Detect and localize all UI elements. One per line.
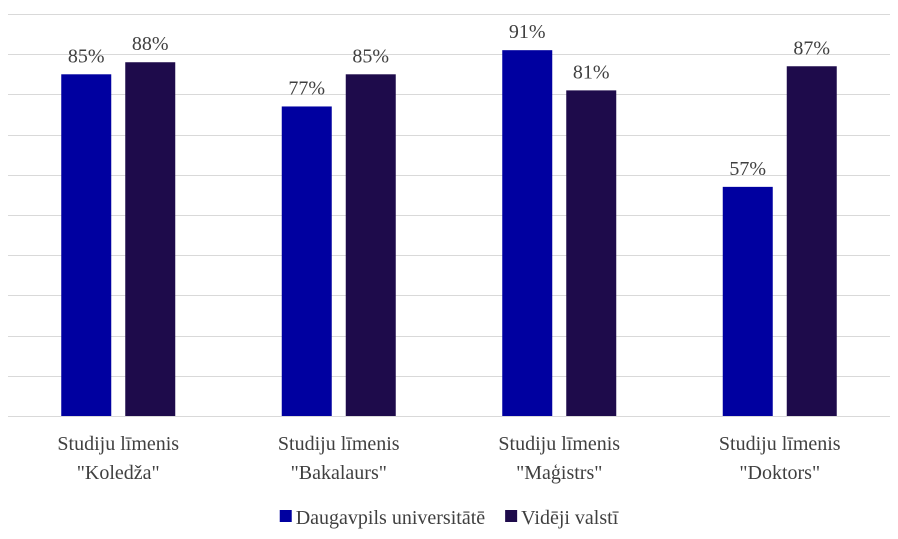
data-label: 87% [793, 37, 830, 59]
legend-label: Vidēji valstī [521, 507, 619, 529]
legend: Daugavpils universitātē Vidēji valstī [279, 507, 619, 529]
data-label: 85% [68, 45, 105, 67]
data-labels: 85% 88% 77% 85% 91% 81% 57% 87% [68, 21, 830, 180]
bar [786, 66, 837, 416]
x-tick-label: Studiju līmenis [498, 433, 620, 455]
bar [722, 186, 773, 416]
bar [345, 74, 396, 417]
x-axis-tick-labels: Studiju līmenis "Koledža" Studiju līmenis "… [57, 433, 840, 484]
bar [502, 50, 553, 417]
x-tick-label: "Koledža" [77, 462, 160, 484]
data-label: 91% [509, 21, 546, 43]
bar [281, 106, 332, 417]
legend-swatch [279, 510, 292, 522]
bar [566, 90, 617, 416]
legend-swatch [505, 510, 518, 522]
data-label: 81% [573, 61, 610, 83]
x-tick-label: Studiju līmenis [278, 433, 400, 455]
x-tick-label: Studiju līmenis [719, 433, 841, 455]
bars [61, 50, 837, 417]
x-tick-label: "Bakalaurs" [291, 462, 387, 484]
data-label: 57% [729, 158, 766, 180]
bar [61, 74, 112, 417]
data-label: 77% [288, 77, 325, 99]
x-tick-label: "Maģistrs" [516, 462, 602, 484]
legend-label: Daugavpils universitātē [296, 507, 486, 529]
x-tick-label: Studiju līmenis [57, 433, 179, 455]
x-tick-label: "Doktors" [739, 462, 820, 484]
data-label: 88% [132, 33, 169, 55]
data-label: 85% [352, 45, 389, 67]
bar [125, 62, 176, 417]
